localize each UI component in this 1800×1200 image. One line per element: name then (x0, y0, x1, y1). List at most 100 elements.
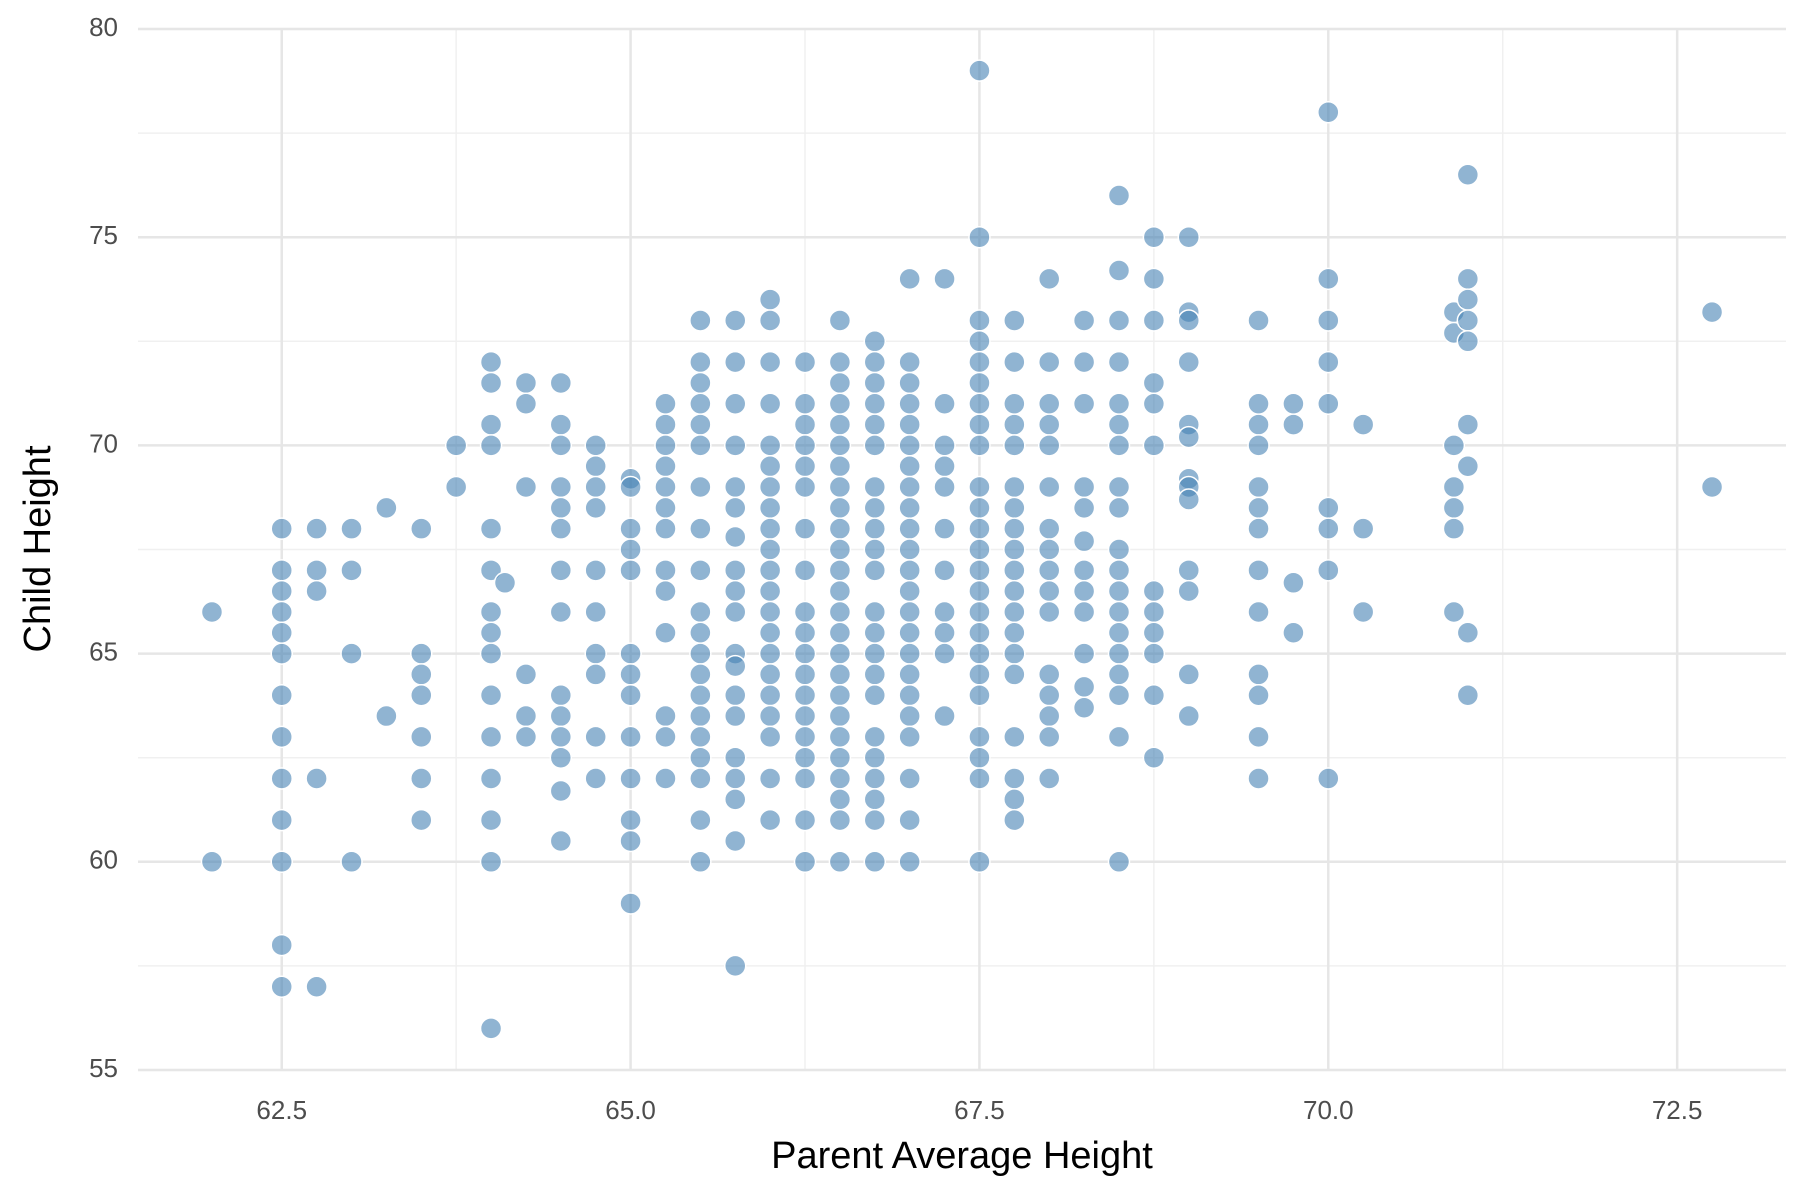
point (758, 725, 782, 749)
point (1247, 309, 1270, 332)
point (758, 538, 782, 561)
point (584, 600, 607, 624)
point (968, 621, 991, 645)
point (410, 683, 433, 707)
point (375, 496, 398, 520)
x-axis-title: Parent Average Height (771, 1135, 1153, 1177)
point (1072, 696, 1096, 719)
point (828, 392, 852, 416)
point (619, 642, 642, 665)
point (305, 579, 328, 603)
point (270, 600, 293, 624)
point (1247, 663, 1270, 686)
point (549, 434, 573, 457)
point (1317, 392, 1340, 416)
point (1107, 309, 1131, 332)
point (1003, 559, 1026, 582)
point (479, 559, 503, 582)
point (898, 267, 921, 291)
point (1107, 184, 1131, 207)
point (1003, 538, 1026, 561)
point (863, 850, 887, 874)
point (723, 525, 747, 549)
point (758, 663, 782, 686)
point (723, 829, 747, 853)
point (479, 434, 503, 457)
point (863, 788, 887, 811)
point (898, 767, 921, 790)
point (1037, 704, 1061, 728)
point (828, 621, 852, 645)
point (898, 496, 921, 520)
point (1003, 725, 1026, 749)
point (968, 225, 991, 249)
point (933, 454, 956, 478)
point (1003, 413, 1026, 436)
point (1247, 725, 1270, 749)
point (758, 808, 782, 832)
point (549, 517, 573, 540)
point (1003, 767, 1026, 790)
point (898, 621, 921, 645)
point (828, 683, 852, 707)
point (1003, 309, 1026, 332)
point (1037, 350, 1061, 374)
point (654, 579, 677, 603)
point (1142, 579, 1166, 603)
point (898, 350, 921, 374)
point (375, 704, 398, 728)
point (1037, 517, 1061, 540)
point (619, 767, 642, 790)
point (723, 654, 747, 678)
point (758, 454, 782, 478)
point (898, 683, 921, 707)
point (793, 621, 817, 645)
point (584, 496, 607, 520)
point (549, 829, 573, 853)
point (933, 517, 956, 540)
point (1142, 600, 1166, 624)
point (968, 579, 991, 603)
point (793, 850, 817, 874)
point (1003, 350, 1026, 374)
point (828, 434, 852, 457)
point (1107, 392, 1131, 416)
point (1072, 579, 1096, 603)
point (689, 642, 712, 665)
point (758, 475, 782, 499)
point (654, 517, 677, 540)
point (828, 600, 852, 624)
point (898, 704, 921, 728)
point (898, 559, 921, 582)
point (689, 371, 712, 395)
point (410, 808, 433, 832)
point (1142, 309, 1166, 332)
point (1247, 600, 1270, 624)
point (479, 850, 503, 874)
point (619, 892, 642, 915)
point (1456, 309, 1480, 332)
point (305, 975, 328, 998)
point (479, 1017, 503, 1040)
point (863, 559, 887, 582)
point (898, 475, 921, 499)
point (584, 434, 607, 457)
point (270, 683, 293, 707)
point (1003, 663, 1026, 686)
point (723, 600, 747, 624)
point (689, 559, 712, 582)
point (933, 600, 956, 624)
point (1317, 559, 1340, 582)
point (968, 330, 991, 353)
point (1142, 683, 1166, 707)
point (968, 538, 991, 561)
point (793, 392, 817, 416)
point (1177, 488, 1201, 511)
point (1037, 683, 1061, 707)
point (619, 475, 642, 499)
point (1177, 309, 1201, 332)
point (584, 725, 607, 749)
point (340, 517, 363, 540)
point (898, 371, 921, 395)
point (479, 642, 503, 665)
